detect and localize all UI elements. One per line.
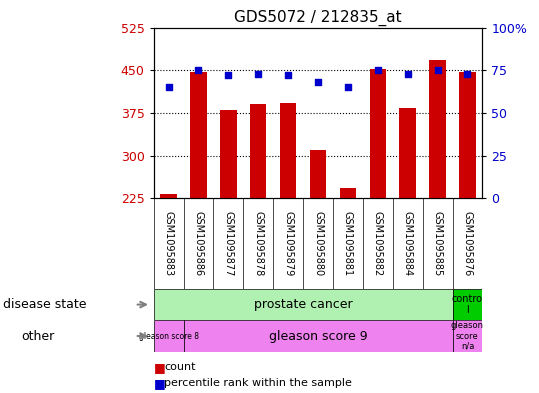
Bar <box>370 68 386 198</box>
Text: GSM1095885: GSM1095885 <box>433 211 443 276</box>
Text: ■: ■ <box>154 376 165 390</box>
Bar <box>160 195 177 198</box>
Text: gleason score 9: gleason score 9 <box>269 329 367 343</box>
Text: GSM1095877: GSM1095877 <box>223 211 233 276</box>
Bar <box>340 188 356 198</box>
Text: GSM1095876: GSM1095876 <box>462 211 473 276</box>
Bar <box>399 108 416 198</box>
Bar <box>250 105 266 198</box>
Bar <box>453 320 482 352</box>
Text: ■: ■ <box>154 361 165 374</box>
Point <box>254 70 262 77</box>
Bar <box>220 110 237 198</box>
Bar <box>280 103 296 198</box>
Text: GSM1095882: GSM1095882 <box>373 211 383 276</box>
Text: gleason score 8: gleason score 8 <box>139 332 198 340</box>
Text: GSM1095881: GSM1095881 <box>343 211 353 276</box>
Text: GSM1095879: GSM1095879 <box>283 211 293 276</box>
Text: disease state: disease state <box>3 298 86 311</box>
Bar <box>310 150 326 198</box>
Point <box>403 70 412 77</box>
Bar <box>459 72 476 198</box>
Point <box>433 67 442 73</box>
Title: GDS5072 / 212835_at: GDS5072 / 212835_at <box>234 10 402 26</box>
Text: other: other <box>22 329 55 343</box>
Point <box>463 70 472 77</box>
Text: count: count <box>164 362 196 373</box>
Bar <box>183 320 453 352</box>
Text: contro
l: contro l <box>452 294 483 315</box>
Point <box>314 79 322 85</box>
Text: GSM1095884: GSM1095884 <box>403 211 413 276</box>
Bar <box>190 72 206 198</box>
Bar <box>453 289 482 320</box>
Text: GSM1095883: GSM1095883 <box>163 211 174 276</box>
Bar <box>430 60 446 198</box>
Point <box>284 72 293 79</box>
Point <box>374 67 382 73</box>
Text: percentile rank within the sample: percentile rank within the sample <box>164 378 353 388</box>
Text: GSM1095886: GSM1095886 <box>194 211 203 276</box>
Point <box>343 84 352 90</box>
Text: GSM1095880: GSM1095880 <box>313 211 323 276</box>
Text: GSM1095878: GSM1095878 <box>253 211 263 276</box>
Bar <box>154 320 183 352</box>
Point <box>164 84 173 90</box>
Text: gleason
score
n/a: gleason score n/a <box>451 321 484 351</box>
Text: prostate cancer: prostate cancer <box>254 298 353 311</box>
Point <box>224 72 233 79</box>
Point <box>194 67 203 73</box>
